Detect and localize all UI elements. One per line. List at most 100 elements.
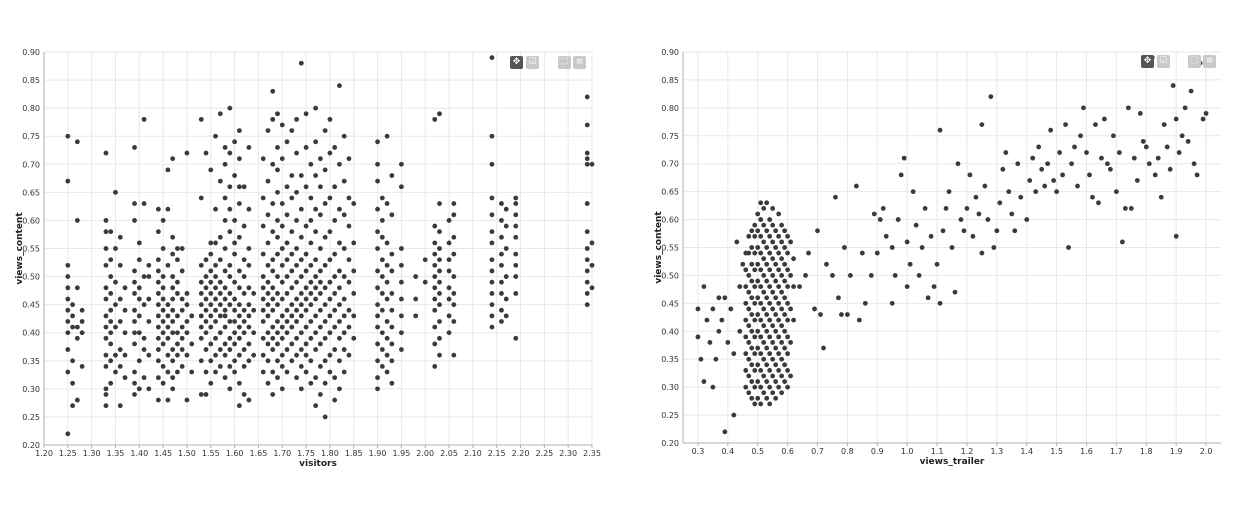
data-point (146, 319, 152, 324)
fullscreen-button[interactable]: ⛶ (1188, 55, 1201, 68)
data-point (232, 173, 238, 178)
data-point (375, 206, 380, 212)
data-point (294, 150, 299, 156)
data-point (489, 212, 495, 218)
data-point (70, 380, 75, 386)
data-point (779, 306, 785, 312)
data-point (117, 296, 123, 302)
data-point (322, 262, 328, 268)
data-point (384, 296, 390, 302)
data-point (251, 291, 257, 296)
pan-tool-button[interactable]: ✥ (1141, 55, 1154, 68)
data-point (341, 296, 347, 302)
data-point (767, 217, 773, 222)
data-point (298, 274, 304, 279)
data-point (776, 233, 782, 239)
data-point (752, 334, 758, 340)
data-point (437, 246, 442, 251)
data-point (232, 139, 238, 145)
data-point (217, 234, 223, 240)
menu-button[interactable]: ≡ (1203, 55, 1216, 68)
x-axis-title: visitors (299, 459, 337, 469)
data-point (179, 246, 185, 251)
data-point (241, 330, 247, 336)
data-point (1105, 161, 1110, 167)
x-tick-label: 1.2 (961, 447, 974, 456)
y-tick-label: 0.45 (22, 301, 40, 310)
select-tool-button[interactable]: ☑ (1157, 55, 1170, 68)
data-point (913, 222, 919, 228)
data-point (179, 296, 185, 302)
data-point (767, 351, 773, 357)
data-point (758, 267, 764, 273)
data-point (132, 341, 137, 347)
data-point (203, 369, 209, 375)
select-tool-button[interactable]: ☑ (526, 56, 539, 69)
data-point (275, 319, 280, 324)
tick-labels: 0.20 0.25 0.30 0.35 0.40 0.45 0.50 0.55 0.60 0.65… (661, 48, 1212, 456)
data-point (761, 222, 767, 228)
data-point (755, 245, 761, 250)
data-point (160, 364, 166, 369)
data-point (752, 401, 758, 407)
fullscreen-button[interactable]: ⛶ (558, 56, 571, 69)
data-point (761, 356, 767, 362)
data-point (389, 380, 395, 386)
data-point (785, 384, 791, 390)
data-point (213, 262, 218, 268)
x-axis-title: views_trailer (920, 457, 985, 467)
data-point (432, 274, 438, 279)
data-point (108, 257, 114, 263)
data-point (1012, 228, 1018, 234)
data-point (779, 356, 785, 362)
data-point (289, 285, 295, 291)
data-point (761, 273, 767, 278)
data-point (227, 105, 233, 111)
data-point (788, 239, 793, 245)
data-point (294, 189, 299, 195)
data-point (160, 218, 166, 223)
data-point (217, 364, 223, 369)
data-point (451, 212, 457, 218)
data-point (241, 274, 247, 279)
data-point (213, 240, 218, 246)
data-point (203, 296, 209, 302)
data-point (260, 223, 266, 229)
y-tick-label: 0.50 (22, 273, 40, 282)
data-point (773, 345, 779, 351)
data-point (341, 330, 347, 336)
data-point (384, 240, 390, 246)
menu-button[interactable]: ≡ (573, 56, 586, 69)
data-point (928, 233, 934, 239)
data-point (103, 335, 109, 341)
data-point (337, 240, 342, 246)
move-arrows-icon: ✥ (1143, 56, 1152, 66)
pan-tool-button[interactable]: ✥ (510, 56, 523, 69)
data-point (812, 306, 817, 312)
data-point (170, 347, 176, 352)
data-point (279, 352, 285, 358)
data-point (203, 274, 209, 279)
chart-panel-visitors: 0.20 0.25 0.30 0.35 0.40 0.45 0.50 0.55 0.60 0.65… (15, 48, 601, 469)
data-point (332, 347, 338, 352)
data-point (308, 279, 314, 285)
data-point (782, 379, 788, 384)
x-tick-label: 1.55 (202, 449, 220, 458)
x-tick-label: 1.0 (901, 447, 914, 456)
data-point (384, 201, 390, 206)
data-point (701, 284, 707, 289)
data-point (308, 302, 314, 308)
data-point (1087, 172, 1092, 178)
data-point (189, 313, 195, 319)
data-point (132, 145, 137, 150)
data-point (217, 178, 223, 184)
data-point (584, 257, 590, 263)
data-point (203, 285, 209, 291)
data-point (317, 364, 323, 369)
data-point (451, 251, 457, 257)
data-point (877, 217, 883, 222)
data-point (776, 351, 782, 357)
data-point (413, 296, 419, 302)
data-point (499, 291, 504, 296)
data-point (489, 302, 495, 308)
